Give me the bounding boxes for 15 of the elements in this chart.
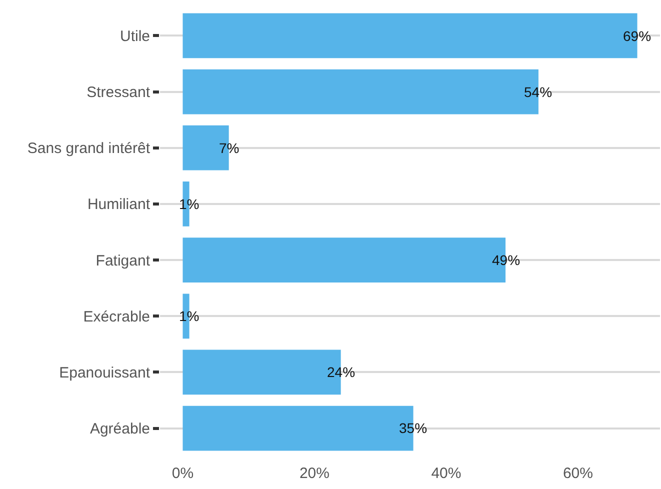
x-tick-label: 0% — [172, 465, 194, 482]
data-label: 35% — [399, 420, 428, 436]
y-tick-label: Stressant — [86, 84, 151, 102]
x-tick-label: 20% — [299, 465, 330, 482]
data-label: 24% — [327, 364, 356, 380]
x-tick-label: 40% — [431, 465, 462, 482]
y-tick-label: Epanouissant — [59, 364, 151, 382]
y-tick-label: Agréable — [90, 420, 150, 438]
y-tick-label: Exécrable — [83, 308, 150, 326]
y-tick-label: Sans grand intérêt — [27, 140, 151, 158]
y-tick-label: Fatigant — [96, 252, 151, 270]
x-tick-label: 60% — [562, 465, 593, 482]
data-label: 69% — [623, 28, 652, 44]
y-tick-label: Humiliant — [87, 196, 151, 214]
y-tick-label: Utile — [120, 28, 150, 45]
